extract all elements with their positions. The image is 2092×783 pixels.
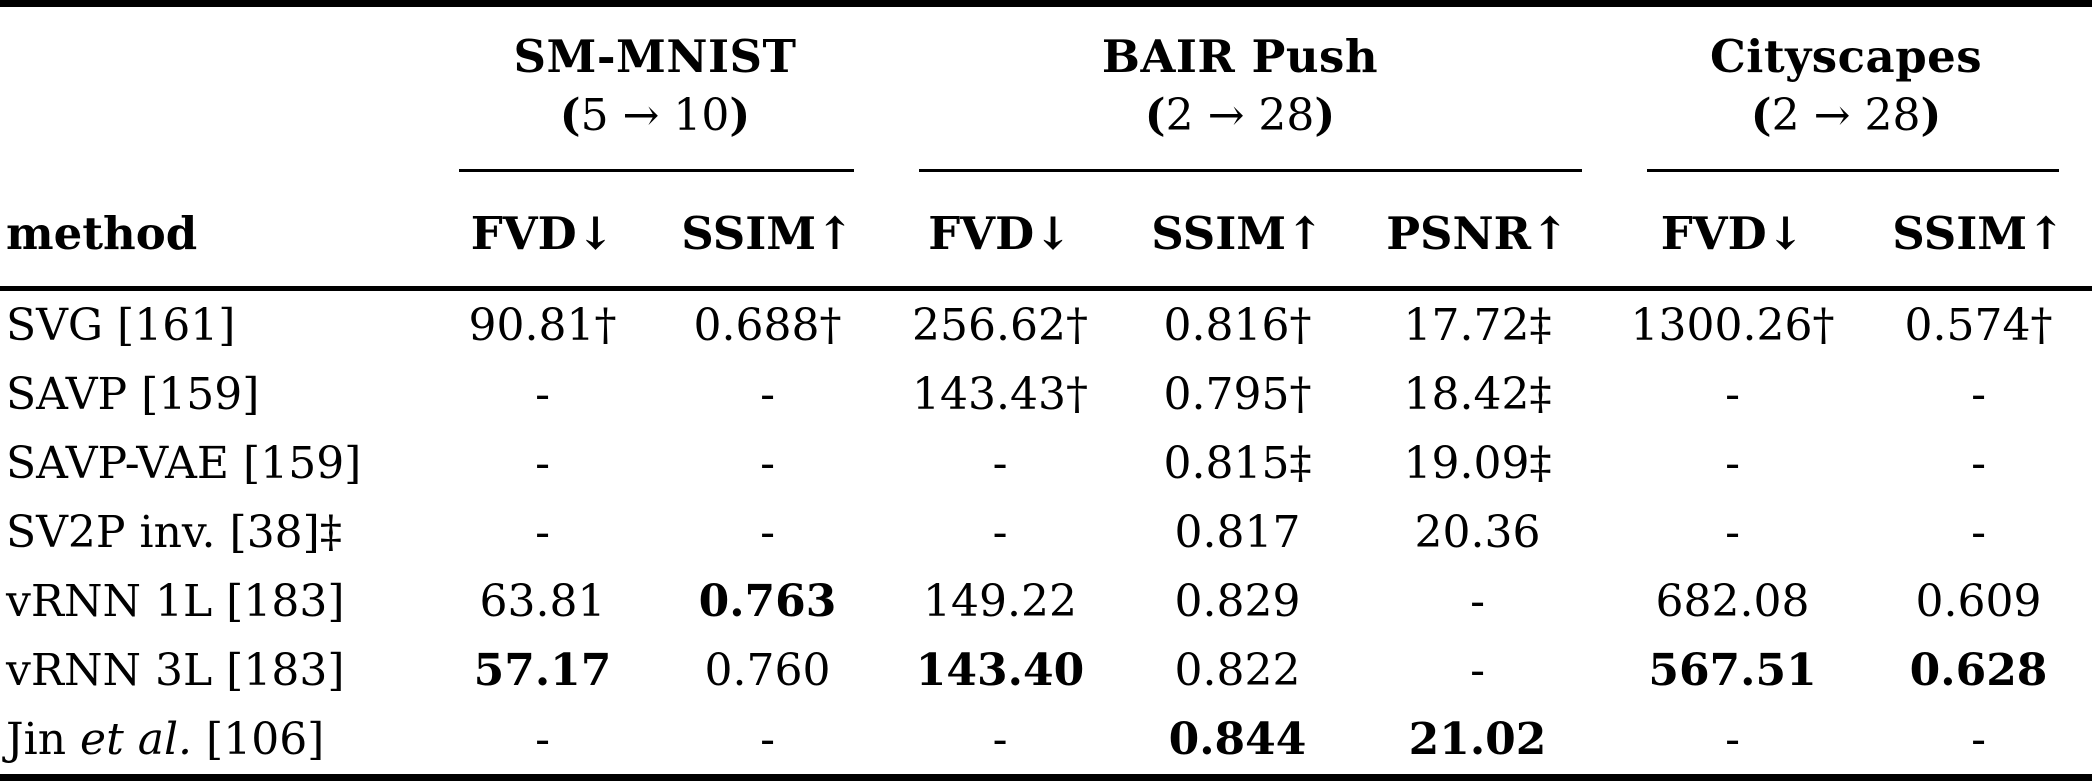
dataset-title: Cityscapes	[1709, 30, 1983, 83]
value-cell: 90.81†	[468, 300, 617, 351]
value-cell: 19.09‡	[1403, 438, 1552, 489]
method-name: SV2P inv. [38]‡	[6, 507, 342, 558]
value-cell: 57.17	[473, 645, 612, 696]
column-header-ssim-city: SSIM↑	[1865, 173, 2092, 291]
dataset-title: BAIR Push	[1101, 30, 1379, 83]
column-header-ssim-sm: SSIM↑	[655, 173, 880, 291]
value-cell: -	[535, 438, 550, 489]
value-cell: 1300.26†	[1630, 300, 1835, 351]
method-name: SVG [161]	[6, 300, 236, 351]
value-cell: -	[760, 438, 775, 489]
metric-header-row: method FVD↓ SSIM↑ FVD↓ SSIM↑ PSNR↑ FVD↓ …	[0, 173, 2092, 291]
value-cell: 149.22	[923, 576, 1077, 627]
column-header-fvd-city: FVD↓	[1600, 173, 1866, 291]
group-header-spacer	[0, 4, 430, 174]
method-cell: SAVP [159]	[0, 360, 430, 429]
value-cell: -	[535, 369, 550, 420]
column-header-fvd-bair: FVD↓	[880, 173, 1120, 291]
method-cell: Jin et al. [106]	[0, 705, 430, 778]
table-row: Jin et al. [106] - - - 0.844 21.02 - -	[0, 705, 2092, 778]
column-header-ssim-bair: SSIM↑	[1120, 173, 1355, 291]
table-row: SV2P inv. [38]‡ - - - 0.817 20.36 - -	[0, 498, 2092, 567]
table-row: SAVP [159] - - 143.43† 0.795† 18.42‡ - -	[0, 360, 2092, 429]
method-cell: SAVP-VAE [159]	[0, 429, 430, 498]
value-cell: 17.72‡	[1403, 300, 1552, 351]
method-name: Jin	[6, 714, 81, 765]
method-cell: SV2P inv. [38]‡	[0, 498, 430, 567]
group-header-cityscapes: Cityscapes (2 → 28)	[1600, 4, 2092, 174]
value-cell: 21.02	[1408, 714, 1547, 765]
value-cell: -	[1971, 438, 1986, 489]
value-cell: -	[1971, 714, 1986, 765]
value-cell: 0.844	[1168, 714, 1307, 765]
value-cell: 18.42‡	[1403, 369, 1552, 420]
table-row: vRNN 3L [183] 57.17 0.760 143.40 0.822 - 567.5…	[0, 636, 2092, 705]
value-cell: -	[535, 507, 550, 558]
value-cell: -	[535, 714, 550, 765]
value-cell: -	[1725, 438, 1740, 489]
value-cell: 143.43†	[912, 369, 1088, 420]
method-name-italic: et al.	[80, 714, 193, 765]
value-cell: 256.62†	[912, 300, 1088, 351]
column-header-psnr-bair: PSNR↑	[1355, 173, 1601, 291]
frame-range: (2 → 28)	[1144, 90, 1336, 141]
value-cell: 0.829	[1174, 576, 1301, 627]
value-cell: 0.628	[1909, 645, 2048, 696]
table-body: SVG [161] 90.81† 0.688† 256.62† 0.816† 17.72‡…	[0, 289, 2092, 778]
value-cell: 0.822	[1174, 645, 1301, 696]
value-cell: 0.817	[1174, 507, 1301, 558]
cmidrule	[459, 169, 854, 172]
value-cell: 143.40	[915, 645, 1085, 696]
method-cell: vRNN 3L [183]	[0, 636, 430, 705]
cmidrule	[1647, 169, 2060, 172]
method-name: vRNN 3L [183]	[6, 645, 345, 696]
value-cell: 0.763	[698, 576, 837, 627]
group-header-row: SM-MNIST (5 → 10) BAIR Push (2 → 28) Cit…	[0, 4, 2092, 174]
method-column-header: method	[0, 173, 430, 291]
value-cell: 0.688†	[693, 300, 842, 351]
value-cell: -	[1725, 714, 1740, 765]
method-name: SAVP-VAE [159]	[6, 438, 362, 489]
value-cell: 20.36	[1414, 507, 1541, 558]
value-cell: 0.609	[1915, 576, 2042, 627]
cmidrule	[919, 169, 1583, 172]
method-name: [106]	[192, 714, 325, 765]
value-cell: -	[1725, 507, 1740, 558]
method-name: SAVP [159]	[6, 369, 260, 420]
group-header-sm-mnist: SM-MNIST (5 → 10)	[430, 4, 880, 174]
method-cell: SVG [161]	[0, 289, 430, 361]
method-cell: vRNN 1L [183]	[0, 567, 430, 636]
column-header-fvd-sm: FVD↓	[430, 173, 655, 291]
value-cell: -	[1971, 369, 1986, 420]
value-cell: 0.815‡	[1163, 438, 1312, 489]
value-cell: 567.51	[1648, 645, 1817, 696]
value-cell: -	[992, 714, 1008, 765]
value-cell: -	[760, 507, 775, 558]
value-cell: -	[760, 369, 775, 420]
value-cell: -	[992, 438, 1008, 489]
value-cell: 0.574†	[1904, 300, 2053, 351]
value-cell: 0.760	[704, 645, 831, 696]
value-cell: 63.81	[479, 576, 606, 627]
dataset-title: SM-MNIST	[513, 30, 797, 83]
value-cell: 0.816†	[1163, 300, 1312, 351]
table-row: vRNN 1L [183] 63.81 0.763 149.22 0.829 - 682.0…	[0, 567, 2092, 636]
frame-range: (2 → 28)	[1750, 90, 1942, 141]
table-row: SVG [161] 90.81† 0.688† 256.62† 0.816† 17.72‡…	[0, 289, 2092, 361]
method-name: vRNN 1L [183]	[6, 576, 345, 627]
value-cell: -	[760, 714, 775, 765]
value-cell: -	[1725, 369, 1740, 420]
value-cell: -	[1470, 645, 1485, 696]
value-cell: -	[1971, 507, 1986, 558]
frame-range: (5 → 10)	[559, 90, 751, 141]
value-cell: 682.08	[1655, 576, 1810, 627]
value-cell: 0.795†	[1163, 369, 1312, 420]
value-cell: -	[1470, 576, 1485, 627]
group-header-bair-push: BAIR Push (2 → 28)	[880, 4, 1600, 174]
value-cell: -	[992, 507, 1008, 558]
table-row: SAVP-VAE [159] - - - 0.815‡ 19.09‡ - -	[0, 429, 2092, 498]
